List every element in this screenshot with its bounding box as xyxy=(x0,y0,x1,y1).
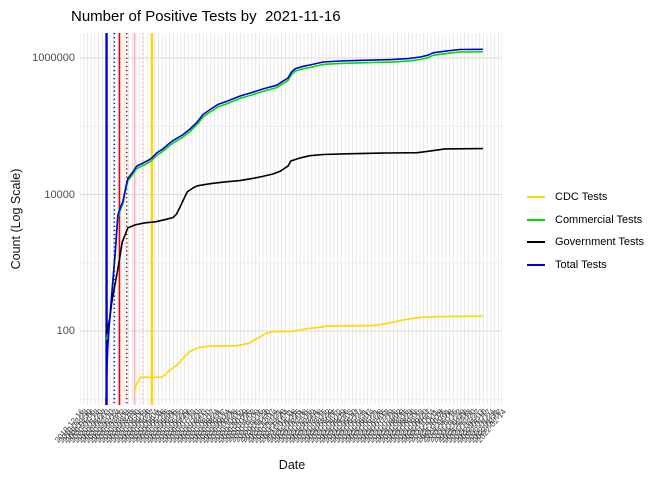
series-line-commercial-tests xyxy=(105,51,483,340)
legend-key-line xyxy=(527,263,545,266)
legend-key-line xyxy=(527,196,545,199)
legend-label: Commercial Tests xyxy=(555,213,643,226)
legend-label: Total Tests xyxy=(555,258,607,271)
y-axis-title: Count (Log Scale) xyxy=(9,168,23,270)
legend-item-total-tests: Total Tests xyxy=(527,254,644,277)
chart-title: Number of Positive Tests by 2021-11-16 xyxy=(71,8,341,25)
series-line-cdc-tests xyxy=(133,315,483,392)
y-tick-label: 100 xyxy=(56,325,75,337)
plot-panel xyxy=(79,33,503,407)
x-axis-title: Date xyxy=(278,458,306,472)
legend-item-cdc-tests: CDC Tests xyxy=(527,186,644,209)
series-line-government-tests xyxy=(105,147,483,335)
legend-label: Government Tests xyxy=(555,236,645,249)
y-tick-label: 1000000 xyxy=(32,52,75,64)
legend-item-commercial-tests: Commercial Tests xyxy=(527,209,644,232)
legend-item-government-tests: Government Tests xyxy=(527,231,644,254)
legend: CDC Tests Commercial Tests Government Test… xyxy=(527,186,644,276)
series-line-total-tests xyxy=(103,48,483,407)
plot-svg xyxy=(79,33,503,407)
legend-key-line xyxy=(527,218,545,221)
y-tick-label: 10000 xyxy=(44,188,75,201)
legend-key-line xyxy=(527,241,545,244)
legend-label: CDC Tests xyxy=(555,191,608,204)
